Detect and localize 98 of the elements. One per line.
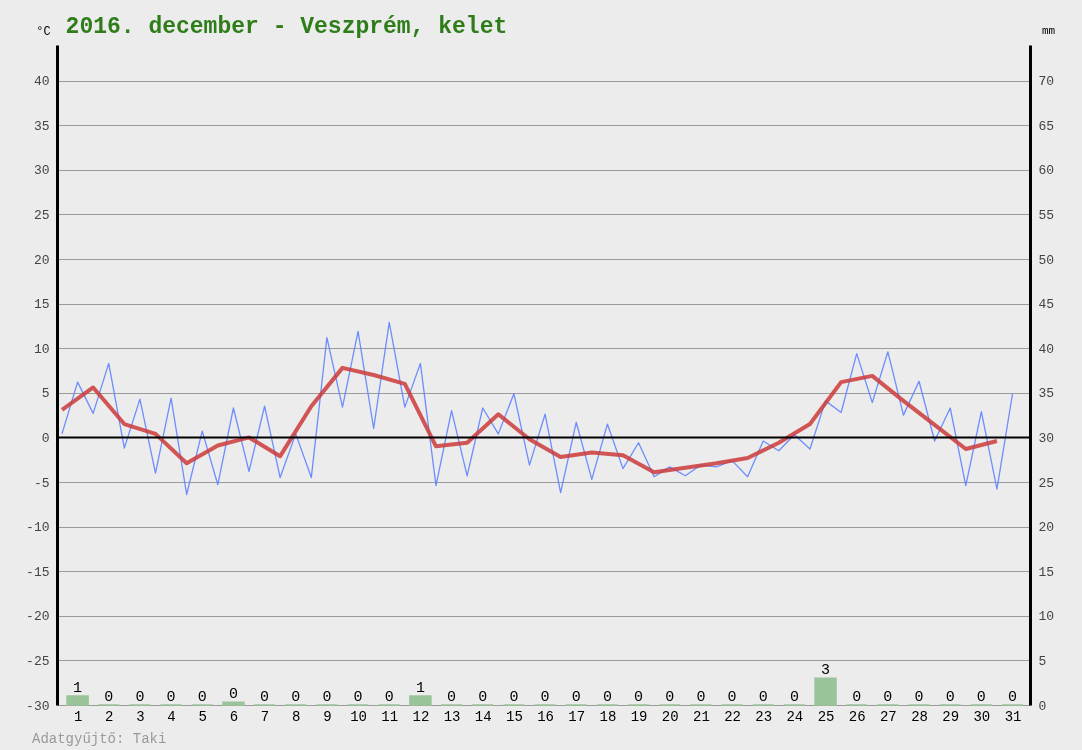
y-axis-title: °C	[36, 24, 51, 39]
data-label: 0	[696, 689, 706, 706]
data-label: 3	[821, 662, 831, 680]
y-tick-label: 40	[33, 74, 50, 90]
data-label: 0	[945, 689, 955, 706]
data-label: 0	[789, 689, 799, 706]
x-tick-label: 25	[817, 708, 835, 725]
y-tick-label: -20	[26, 609, 50, 625]
data-label: 0	[197, 689, 207, 706]
y-tick-label: 30	[33, 163, 50, 179]
x-tick-label: 10	[350, 708, 367, 725]
y-tick-label: 25	[33, 207, 50, 223]
y2-tick-label: 35	[1038, 386, 1055, 402]
y2-tick-label: 60	[1038, 163, 1055, 179]
x-tick-label: 28	[911, 708, 928, 725]
data-label: 0	[1008, 689, 1018, 706]
y-tick-label: -25	[26, 653, 50, 669]
x-tick-label: 14	[474, 708, 492, 725]
x-tick-label: 1	[73, 708, 83, 725]
x-tick-label: 7	[260, 708, 270, 725]
x-tick-label: 12	[412, 708, 430, 725]
data-label: 0	[540, 689, 550, 706]
data-label: 0	[852, 689, 862, 706]
y2-axis-title: mm	[1041, 24, 1056, 37]
data-label: 0	[384, 689, 394, 706]
y-tick-label: -15	[26, 564, 50, 580]
y2-tick-label: 0	[1038, 698, 1047, 714]
y-tick-label: -10	[26, 520, 50, 536]
x-tick-label: 16	[537, 708, 554, 725]
x-tick-label: 18	[599, 708, 617, 725]
y2-tick-label: 50	[1038, 252, 1055, 268]
y-tick-label: 35	[33, 118, 50, 134]
x-tick-label: 9	[323, 708, 332, 725]
y2-tick-label: 55	[1038, 207, 1055, 223]
y2-tick-label: 70	[1038, 74, 1055, 90]
x-tick-label: 13	[443, 708, 461, 725]
x-tick-label: 3	[136, 708, 145, 725]
y2-tick-label: 45	[1038, 297, 1055, 313]
chart-title: 2016. december - Veszprém, kelet	[65, 14, 508, 40]
x-tick-label: 15	[505, 708, 523, 725]
text: Adatgyűjtő: Taki	[32, 731, 167, 747]
data-label: 0	[509, 689, 519, 706]
x-tick-label: 20	[661, 708, 679, 725]
data-label: 0	[758, 689, 768, 706]
y-tick-label: -5	[33, 475, 50, 491]
y2-tick-label: 5	[1038, 653, 1047, 669]
data-label: 1	[415, 680, 425, 698]
x-tick-label: 30	[973, 708, 991, 725]
y-tick-label: 20	[33, 252, 50, 268]
x-tick-label: 17	[568, 708, 586, 725]
y-tick-label: 10	[33, 341, 50, 357]
x-tick-label: 22	[724, 708, 741, 725]
data-label: 0	[914, 689, 924, 706]
y-tick-label: 15	[33, 297, 50, 313]
data-label: 1	[73, 680, 83, 698]
x-tick-label: 2	[105, 708, 114, 725]
x-tick-label: 11	[381, 708, 399, 725]
x-tick-label: 4	[167, 708, 176, 725]
x-tick-label: 24	[786, 708, 804, 725]
x-tick-label: 8	[292, 708, 301, 725]
x-tick-label: 23	[755, 708, 773, 725]
y2-tick-label: 25	[1038, 475, 1055, 491]
y-tick-label: 5	[41, 386, 50, 402]
y2-tick-label: 20	[1038, 520, 1055, 536]
x-tick-label: 26	[848, 708, 866, 725]
y-tick-label: 0	[41, 430, 50, 446]
x-tick-label: 19	[630, 708, 648, 725]
x-tick-label: 29	[942, 708, 960, 725]
x-tick-label: 31	[1004, 708, 1022, 725]
y-tick-label: -30	[26, 698, 50, 714]
data-label: 0	[291, 689, 301, 706]
line-series	[61, 321, 1014, 496]
y2-tick-label: 10	[1038, 609, 1055, 625]
data-label: 0	[447, 689, 457, 706]
x-tick-label: 21	[692, 708, 710, 725]
data-label: 0	[727, 689, 737, 706]
data-label: 0	[602, 689, 612, 706]
data-label: 0	[260, 689, 270, 706]
y2-tick-label: 30	[1038, 430, 1055, 446]
data-label: 0	[665, 689, 675, 706]
data-label: 0	[571, 689, 581, 706]
x-tick-label: 5	[198, 708, 207, 725]
x-tick-label: 6	[229, 708, 239, 725]
line-series	[60, 365, 999, 475]
data-label: 0	[634, 689, 644, 706]
data-label: 0	[104, 689, 114, 706]
y2-tick-label: 15	[1038, 564, 1055, 580]
x-tick-label: 27	[879, 708, 897, 725]
data-label: 0	[976, 689, 986, 706]
data-label: 0	[353, 689, 363, 706]
y2-tick-label: 40	[1038, 341, 1055, 357]
data-label: 0	[135, 689, 145, 706]
data-label: 0	[166, 689, 176, 706]
data-label: 0	[322, 689, 332, 706]
y2-tick-label: 65	[1038, 118, 1055, 134]
data-label: 0	[478, 689, 488, 706]
data-label: 0	[228, 686, 238, 704]
data-label: 0	[883, 689, 893, 706]
